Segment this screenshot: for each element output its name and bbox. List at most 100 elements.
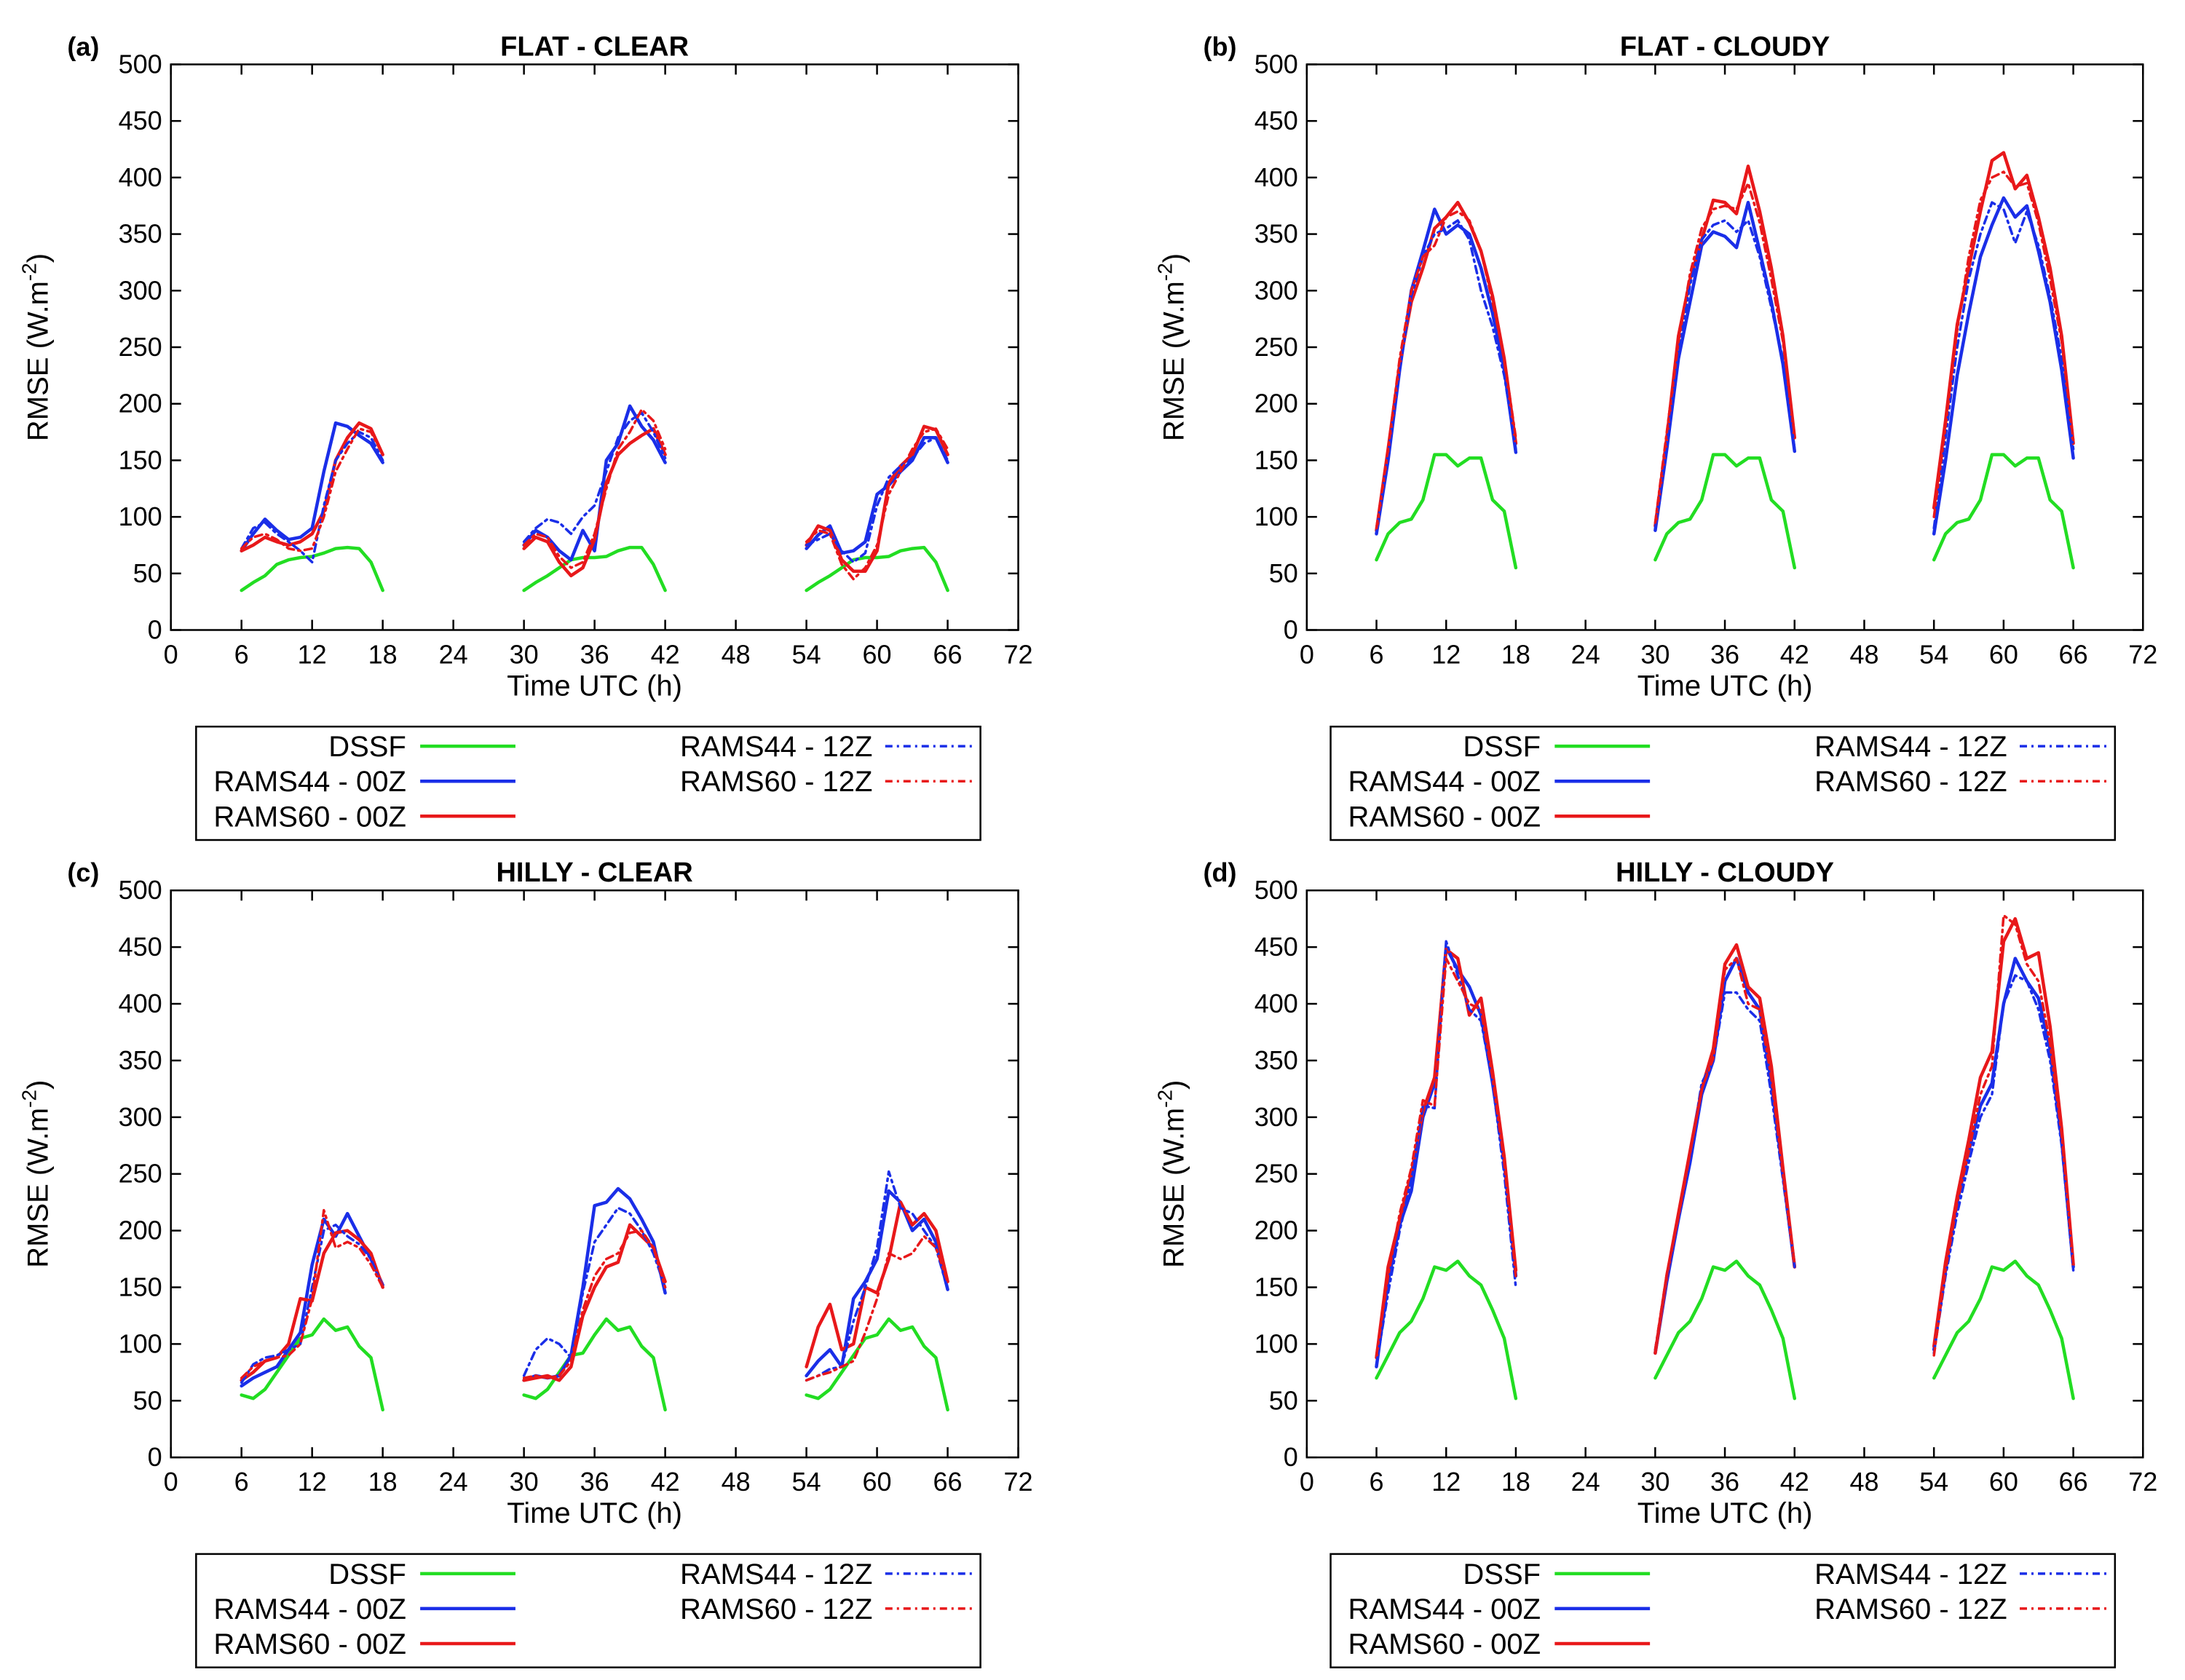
panel-label: (d) — [1203, 857, 1236, 887]
legend-label: RAMS44 - 00Z — [213, 766, 406, 798]
y-axis-label: RMSE (W.m-2) — [1154, 1080, 1190, 1268]
x-tick-label: 60 — [863, 1467, 892, 1497]
panel-label: (a) — [67, 31, 99, 61]
x-tick-label: 48 — [722, 640, 751, 670]
y-axis-label-sup: -2 — [17, 1090, 40, 1108]
y-tick-label: 400 — [1255, 988, 1298, 1018]
legend-box — [1329, 1553, 2117, 1668]
y-tick-label: 50 — [133, 1385, 162, 1415]
y-tick-label: 350 — [119, 1045, 162, 1075]
series-dssf — [1375, 453, 2075, 570]
x-tick-label: 12 — [298, 1467, 327, 1497]
y-axis-label-sup: -2 — [1154, 263, 1177, 281]
y-tick-label: 150 — [119, 1272, 162, 1302]
series-line-segment — [522, 1229, 667, 1379]
y-tick-label: 500 — [1255, 49, 1298, 79]
series-line-segment — [805, 427, 949, 581]
series-line-segment — [1375, 453, 1518, 570]
series-line-segment — [522, 411, 667, 544]
series-line-segment — [240, 1317, 384, 1412]
x-tick-label: 66 — [2059, 1467, 2088, 1497]
y-tick-label: 400 — [119, 162, 162, 192]
chart-title: FLAT - CLEAR — [500, 31, 689, 62]
y-tick-label: 100 — [119, 502, 162, 531]
y-tick-label: 50 — [133, 558, 162, 588]
x-axis-label: Time UTC (h) — [507, 1497, 682, 1529]
y-tick-label: 250 — [119, 332, 162, 362]
x-tick-label: 48 — [722, 1467, 751, 1497]
series-line-segment — [1932, 916, 2075, 1348]
x-tick-label: 60 — [1989, 640, 2018, 670]
x-axis-label: Time UTC (h) — [1637, 1497, 1813, 1529]
y-tick-label: 450 — [119, 932, 162, 962]
y-tick-label: 100 — [1255, 502, 1298, 531]
y-tick-label: 300 — [1255, 1102, 1298, 1132]
y-axis-label: RMSE (W.m-2) — [17, 1080, 54, 1268]
series-line-segment — [522, 1317, 667, 1412]
legend-label: RAMS44 - 00Z — [1348, 766, 1541, 798]
y-tick-label: 0 — [148, 1442, 162, 1472]
y-axis-label-main: RMSE (W.m — [22, 281, 54, 441]
legend-label: RAMS60 - 12Z — [680, 1593, 873, 1625]
series-line-segment — [1932, 170, 2075, 518]
series-line-segment — [1932, 453, 2075, 570]
y-tick-label: 200 — [119, 1216, 162, 1245]
series-line-segment — [805, 424, 949, 573]
x-tick-label: 72 — [2128, 640, 2157, 670]
y-tick-label: 100 — [1255, 1328, 1298, 1358]
y-tick-label: 500 — [119, 875, 162, 905]
legend-label: RAMS60 - 12Z — [1814, 766, 2007, 798]
series-line-segment — [805, 1170, 949, 1382]
y-tick-label: 300 — [119, 275, 162, 305]
legend-label: RAMS44 - 00Z — [1348, 1593, 1541, 1625]
series-rams60-12z — [1375, 170, 2075, 530]
legend-label: RAMS44 - 12Z — [1814, 731, 2007, 763]
y-tick-label: 250 — [1255, 332, 1298, 362]
series-line-segment — [1932, 1259, 2075, 1400]
legend-label: DSSF — [1463, 1558, 1541, 1590]
series-line-segment — [1932, 201, 2075, 530]
y-tick-label: 450 — [119, 106, 162, 135]
legend-box — [195, 725, 981, 841]
series-line-segment — [240, 430, 384, 564]
y-tick-label: 100 — [119, 1328, 162, 1358]
chart-panel-d: 0 50 100 150 200 250 300 350 400 450 500 0 6 12 18 24 30… — [1154, 857, 2157, 1668]
x-tick-label: 66 — [933, 640, 963, 670]
series-line-segment — [522, 1223, 667, 1382]
series-rams60-12z — [240, 408, 949, 581]
y-tick-label: 350 — [1255, 1045, 1298, 1075]
legend-label: RAMS60 - 12Z — [1814, 1593, 2007, 1625]
x-tick-label: 6 — [1370, 1467, 1384, 1497]
series-line-segment — [1653, 219, 1796, 530]
series-line-segment — [522, 408, 667, 569]
y-axis-label-sup: -2 — [1154, 1090, 1177, 1108]
x-tick-label: 60 — [1989, 1467, 2018, 1497]
x-tick-label: 30 — [1640, 640, 1670, 670]
series-line-segment — [805, 1200, 949, 1368]
x-tick-label: 12 — [1431, 1467, 1461, 1497]
chart-panel-b: 0 50 100 150 200 250 300 350 400 450 500 0 6 12 18 24 30… — [1154, 31, 2157, 841]
x-tick-label: 18 — [1501, 1467, 1530, 1497]
y-tick-label: 350 — [1255, 219, 1298, 249]
chart-title: HILLY - CLOUDY — [1616, 857, 1834, 888]
y-tick-label: 400 — [119, 988, 162, 1018]
series-line-segment — [1932, 974, 2075, 1355]
y-tick-label: 250 — [1255, 1159, 1298, 1189]
x-tick-label: 6 — [1370, 640, 1384, 670]
x-tick-label: 54 — [792, 1467, 821, 1497]
legend-label: RAMS60 - 00Z — [213, 1628, 406, 1660]
legend-label: RAMS60 - 00Z — [1348, 1628, 1541, 1660]
y-axis-label-close: ) — [1158, 1080, 1190, 1090]
chart-panel-a: 0 50 100 150 200 250 300 350 400 450 500 0 6 12 18 24 30… — [17, 31, 1033, 841]
y-axis-label: RMSE (W.m-2) — [1154, 253, 1190, 441]
series-line-segment — [1375, 219, 1517, 534]
y-tick-label: 350 — [119, 219, 162, 249]
x-tick-label: 0 — [1300, 640, 1314, 670]
series-line-segment — [522, 427, 667, 578]
series-line-segment — [1653, 181, 1796, 524]
y-tick-label: 500 — [119, 49, 162, 79]
y-tick-label: 450 — [1255, 932, 1298, 962]
